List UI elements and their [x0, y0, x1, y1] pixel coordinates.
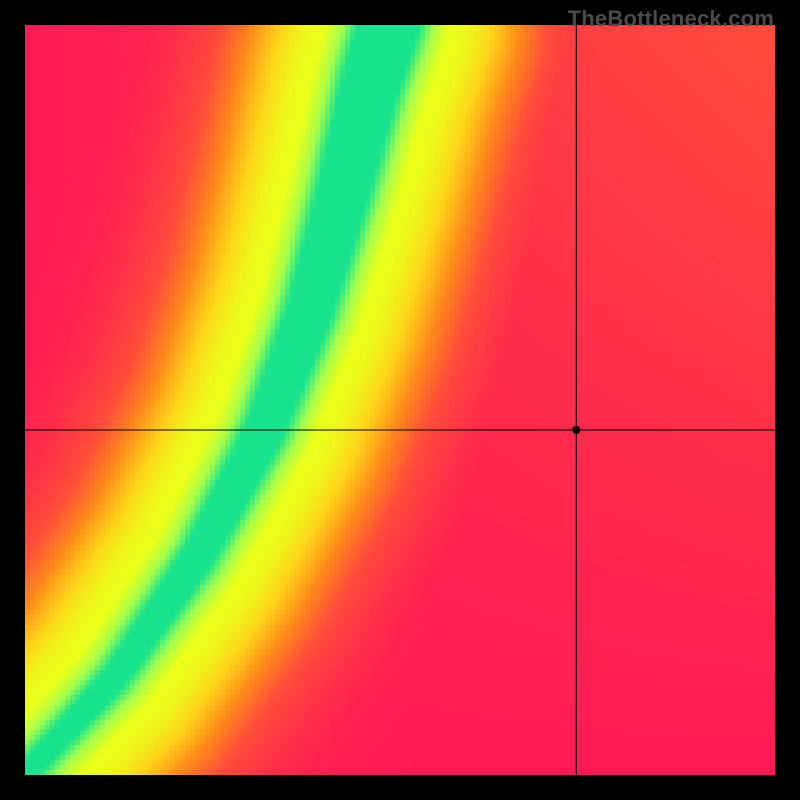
- watermark-text: TheBottleneck.com: [568, 6, 774, 32]
- heatmap-canvas: [0, 0, 800, 800]
- chart-container: TheBottleneck.com: [0, 0, 800, 800]
